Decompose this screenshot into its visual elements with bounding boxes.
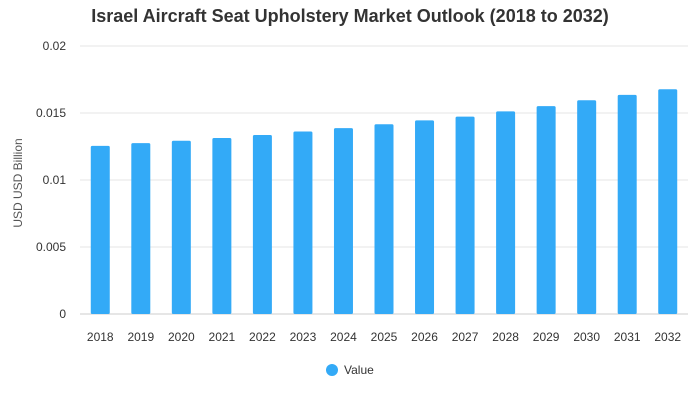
x-tick-label: 2020 [168,330,195,344]
legend-swatch [326,364,338,376]
bar-2032[interactable] [658,89,678,314]
bar-2022[interactable] [252,134,272,314]
bar-2018[interactable] [90,145,110,314]
bar-2029[interactable] [536,106,556,314]
y-tick-label: 0 [59,307,66,321]
chart-title: Israel Aircraft Seat Upholstery Market O… [91,6,609,26]
bar-series [90,89,678,315]
y-tick-label: 0.02 [43,39,67,53]
x-axis-ticks: 2018 2019 2020 2021 2022 2023 2024 2025 2026 2027… [87,330,681,344]
x-tick-label: 2028 [492,330,519,344]
bar-2024[interactable] [333,128,353,314]
x-tick-label: 2027 [452,330,479,344]
x-tick-label: 2018 [87,330,114,344]
x-tick-label: 2021 [209,330,236,344]
legend[interactable]: Value [326,363,374,377]
bar-2025[interactable] [374,124,394,314]
x-tick-label: 2031 [614,330,641,344]
x-tick-label: 2025 [371,330,398,344]
y-axis-title: USD USD Billion [11,138,25,227]
x-tick-label: 2024 [330,330,357,344]
bar-2020[interactable] [171,140,191,314]
x-tick-label: 2023 [290,330,317,344]
bar-2031[interactable] [617,94,637,314]
bar-2019[interactable] [131,143,151,314]
y-tick-label: 0.01 [43,173,67,187]
x-tick-label: 2032 [654,330,681,344]
x-tick-label: 2019 [127,330,154,344]
bar-2028[interactable] [496,111,516,314]
x-tick-label: 2022 [249,330,276,344]
y-tick-label: 0.015 [36,106,66,120]
y-tick-label: 0.005 [36,240,66,254]
x-tick-label: 2029 [533,330,560,344]
bar-2021[interactable] [212,138,232,314]
bar-2023[interactable] [293,131,313,314]
legend-label: Value [344,363,374,377]
y-axis-ticks: 0 0.005 0.01 0.015 0.02 [36,39,66,321]
bar-2030[interactable] [577,100,597,315]
x-tick-label: 2026 [411,330,438,344]
bar-2026[interactable] [415,120,435,315]
x-tick-label: 2030 [573,330,600,344]
bar-2027[interactable] [455,116,475,315]
